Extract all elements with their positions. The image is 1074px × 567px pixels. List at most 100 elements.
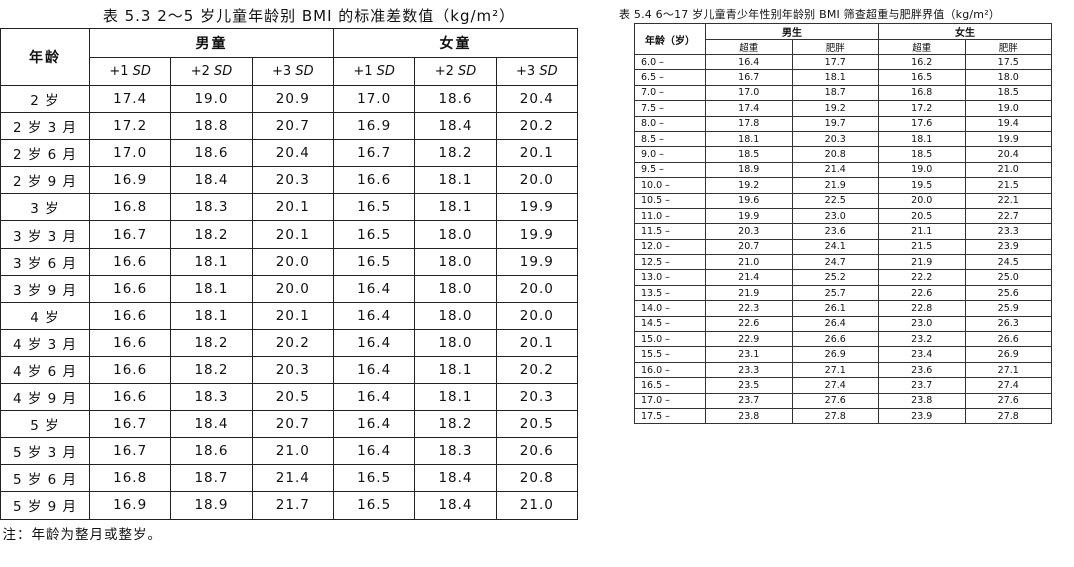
sd-column-header: +1 SD xyxy=(332,57,416,86)
value-cell: 17.4 xyxy=(705,100,793,117)
value-cell: 27.4 xyxy=(964,377,1052,394)
value-cell: 20.8 xyxy=(495,464,579,493)
value-cell: 20.3 xyxy=(251,355,334,385)
value-cell: 21.5 xyxy=(964,177,1052,194)
value-cell: 19.4 xyxy=(964,115,1052,132)
age-cell: 10.5 – xyxy=(634,192,706,209)
table-row: 14.0 –22.3 26.1 22.8 25.9 xyxy=(634,300,1052,317)
value-cell: 20.2 xyxy=(495,355,579,385)
table-5-3: 表 5.3 2～5 岁儿童年龄别 BMI 的标准差数值（kg/m²） 年龄 男童… xyxy=(0,4,579,546)
table-row: 13.0 –21.4 25.2 22.2 25.0 xyxy=(634,269,1052,286)
value-cell: 18.1 xyxy=(170,274,253,303)
value-cell: 21.5 xyxy=(878,238,966,256)
age-cell: 2 岁 9 月 xyxy=(0,166,90,195)
value-cell: 18.9 xyxy=(170,491,253,520)
table-5-4-caption: 表 5.4 6～17 岁儿童青少年性别年龄别 BMI 筛查超重与肥胖界值（kg/… xyxy=(619,8,1001,21)
value-cell: 16.7 xyxy=(88,437,172,466)
table-row: 11.0 –19.9 23.0 20.5 22.7 xyxy=(634,207,1052,225)
value-cell: 17.2 xyxy=(878,100,966,117)
age-cell: 4 岁 3 月 xyxy=(0,328,90,357)
age-cell: 3 岁 9 月 xyxy=(0,274,90,303)
value-cell: 18.3 xyxy=(170,193,253,222)
value-cell: 18.4 xyxy=(414,112,497,141)
value-cell: 26.9 xyxy=(791,346,879,363)
value-cell: 18.6 xyxy=(414,84,497,114)
value-cell: 22.8 xyxy=(878,300,966,317)
value-cell: 23.1 xyxy=(705,346,793,363)
value-cell: 21.4 xyxy=(251,464,334,493)
value-cell: 17.5 xyxy=(964,53,1052,71)
table-row: 4 岁 3 月 16.6 18.2 20.2 16.4 18.0 20.1 xyxy=(0,328,579,357)
value-cell: 20.7 xyxy=(251,410,334,439)
value-cell: 19.2 xyxy=(705,177,793,194)
table-row: 4 岁 16.6 18.1 20.1 16.4 18.0 20.0 xyxy=(0,301,579,330)
value-cell: 25.6 xyxy=(964,284,1052,302)
value-cell: 18.2 xyxy=(170,328,253,357)
value-cell: 27.1 xyxy=(791,361,879,379)
category-column-header: 肥胖 xyxy=(964,39,1052,55)
table-row: 3 岁 3 月 16.7 18.2 20.1 16.5 18.0 19.9 xyxy=(0,220,579,249)
value-cell: 16.4 xyxy=(332,437,416,466)
value-cell: 16.4 xyxy=(705,53,793,71)
age-cell: 3 岁 6 月 xyxy=(0,247,90,276)
age-cell: 10.0 – xyxy=(634,177,706,194)
age-cell: 16.5 – xyxy=(634,377,706,394)
age-cell: 8.0 – xyxy=(634,115,706,132)
value-cell: 22.6 xyxy=(705,315,793,333)
value-cell: 20.7 xyxy=(705,238,793,256)
value-cell: 23.9 xyxy=(964,238,1052,256)
age-cell: 4 岁 9 月 xyxy=(0,383,90,412)
age-cell: 7.5 – xyxy=(634,100,706,117)
table-row: 7.5 –17.4 19.2 17.2 19.0 xyxy=(634,100,1052,117)
table-5-4-body: 6.0 –16.4 17.7 16.2 17.5 6.5 –16.7 18.1 16.5 18… xyxy=(634,53,1052,425)
value-cell: 20.4 xyxy=(495,84,579,114)
table-row: 10.0 –19.2 21.9 19.5 21.5 xyxy=(634,177,1052,194)
value-cell: 16.8 xyxy=(88,464,172,493)
table-row: 17.0 –23.7 27.6 23.8 27.6 xyxy=(634,392,1052,409)
table-row: 8.5 –18.1 20.3 18.1 19.9 xyxy=(634,130,1052,148)
value-cell: 20.6 xyxy=(495,437,579,466)
age-cell: 12.5 – xyxy=(634,254,706,271)
value-cell: 19.9 xyxy=(495,247,579,276)
value-cell: 16.4 xyxy=(332,383,416,412)
value-cell: 18.5 xyxy=(964,84,1052,102)
value-cell: 23.6 xyxy=(791,223,879,240)
value-cell: 18.4 xyxy=(170,166,253,195)
value-cell: 16.2 xyxy=(878,53,966,71)
value-cell: 22.6 xyxy=(878,284,966,302)
value-cell: 20.8 xyxy=(791,146,879,163)
table-row: 12.0 –20.7 24.1 21.5 23.9 xyxy=(634,238,1052,256)
value-cell: 20.1 xyxy=(251,301,334,330)
value-cell: 16.9 xyxy=(88,491,172,520)
age-column-header: 年龄（岁） xyxy=(634,23,706,55)
table-row: 9.5 –18.9 21.4 19.0 21.0 xyxy=(634,161,1052,179)
age-cell: 17.5 – xyxy=(634,407,706,425)
age-cell: 4 岁 xyxy=(0,301,90,330)
value-cell: 17.0 xyxy=(88,139,172,168)
value-cell: 20.0 xyxy=(251,274,334,303)
table-row: 15.5 –23.1 26.9 23.4 26.9 xyxy=(634,346,1052,363)
table-row: 3 岁 16.8 18.3 20.1 16.5 18.1 19.9 xyxy=(0,193,579,222)
value-cell: 27.1 xyxy=(964,361,1052,379)
value-cell: 18.0 xyxy=(964,69,1052,86)
table-row: 6.0 –16.4 17.7 16.2 17.5 xyxy=(634,53,1052,71)
value-cell: 20.3 xyxy=(251,166,334,195)
table-row: 8.0 –17.8 19.7 17.6 19.4 xyxy=(634,115,1052,132)
age-cell: 17.0 – xyxy=(634,392,706,409)
value-cell: 20.1 xyxy=(495,139,579,168)
value-cell: 18.7 xyxy=(170,464,253,493)
category-column-header: 肥胖 xyxy=(791,39,879,55)
value-cell: 27.4 xyxy=(791,377,879,394)
girls-header: 女生 xyxy=(878,23,1052,40)
value-cell: 20.5 xyxy=(495,410,579,439)
value-cell: 22.9 xyxy=(705,331,793,348)
value-cell: 18.0 xyxy=(414,328,497,357)
value-cell: 16.4 xyxy=(332,355,416,385)
value-cell: 16.7 xyxy=(332,139,416,168)
value-cell: 16.8 xyxy=(878,84,966,102)
age-cell: 13.5 – xyxy=(634,284,706,302)
value-cell: 16.5 xyxy=(332,464,416,493)
value-cell: 19.9 xyxy=(495,193,579,222)
value-cell: 21.9 xyxy=(705,284,793,302)
value-cell: 26.9 xyxy=(964,346,1052,363)
